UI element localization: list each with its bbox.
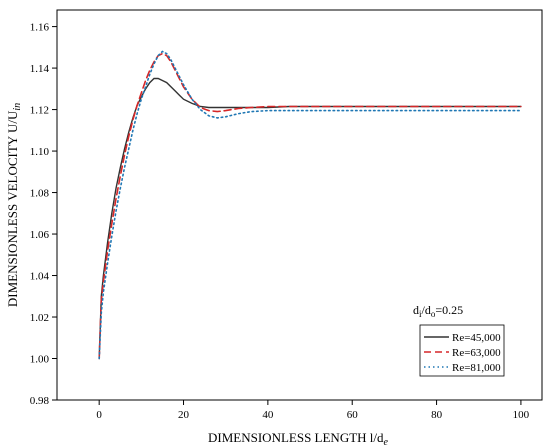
ratio-annotation: di/do=0.25 <box>413 303 463 319</box>
y-tick-label: 1.10 <box>30 146 50 158</box>
y-tick-label: 1.02 <box>30 312 49 324</box>
y-tick-label: 1.16 <box>30 22 50 34</box>
y-tick-label: 1.08 <box>30 188 50 200</box>
y-tick-label: 1.00 <box>30 354 50 366</box>
series-line-1 <box>98 77 522 360</box>
series-lines <box>98 50 522 360</box>
x-tick-label: 40 <box>262 409 274 421</box>
legend-label: Re=81,000 <box>452 362 501 374</box>
y-tick-label: 1.06 <box>30 229 50 241</box>
legend-label: Re=63,000 <box>452 347 501 359</box>
y-tick-label: 1.14 <box>30 63 50 75</box>
x-axis-title: DIMENSIONLESS LENGTH l/de <box>208 430 389 448</box>
x-tick-label: 60 <box>347 409 359 421</box>
x-tick-label: 0 <box>96 409 102 421</box>
y-tick-label: 1.12 <box>30 105 49 117</box>
y-tick-label: 1.04 <box>30 271 50 283</box>
legend-label: Re=45,000 <box>452 332 501 344</box>
series-line-3 <box>98 50 522 360</box>
x-axis: 0 20 40 60 80 100 <box>96 400 530 421</box>
x-tick-label: 20 <box>178 409 190 421</box>
y-tick-label: 0.98 <box>30 395 50 407</box>
x-tick-label: 80 <box>431 409 443 421</box>
x-tick-label: 100 <box>513 409 530 421</box>
y-axis: 0.98 1.00 1.02 1.04 1.06 1.08 1.10 1.12 1.14 1.16 <box>30 22 57 407</box>
y-axis-title: DIMENSIONLESS VELOCITY U/Uin <box>5 103 23 307</box>
legend: Re=45,000 Re=63,000 Re=81,000 <box>419 324 505 377</box>
plot-frame <box>56 9 543 401</box>
